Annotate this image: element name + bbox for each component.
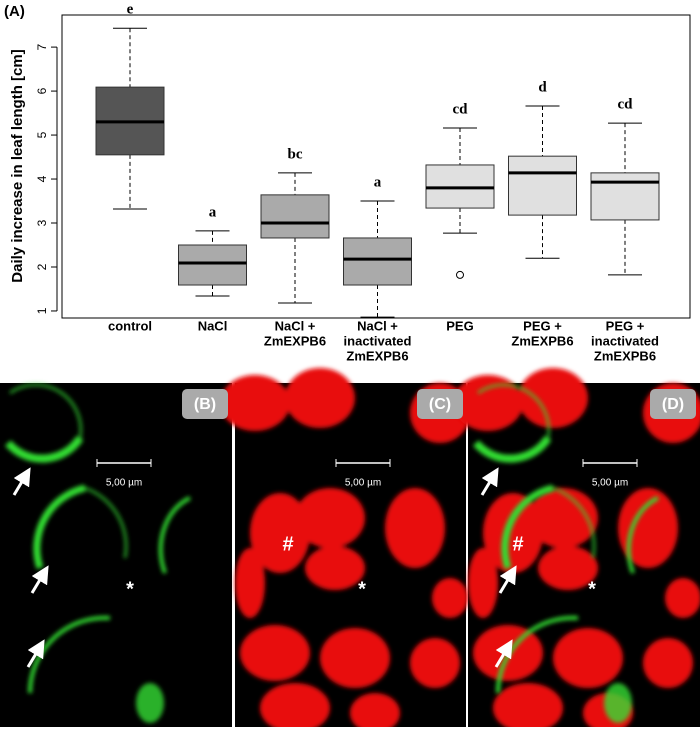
box [590,172,660,221]
panel-label-box [417,389,463,419]
y-tick-label: 6 [35,87,49,94]
y-tick-label: 7 [35,43,49,50]
x-tick-label: inactivated [591,333,659,348]
panel-label-box [650,389,696,419]
scale-bar-label: 5,00 µm [592,478,628,489]
panel-b [0,383,232,727]
y-tick-label: 5 [35,131,49,138]
box [508,155,577,216]
x-tick-label: inactivated [344,333,412,348]
scale-bar-label: 5,00 µm [345,478,381,489]
x-tick-label: control [108,318,152,333]
box [178,244,247,286]
x-tick-label: ZmEXPB6 [594,348,656,363]
panel-label: (B) [194,396,216,413]
microscopy [0,368,700,727]
group-label: bc [288,146,303,162]
cell-mark: * [588,578,596,600]
panel-annotations: (D) 5,00 µm # * [512,389,696,600]
x-tick-label: PEG + [606,318,645,333]
scale-bar-label: 5,00 µm [106,478,142,489]
y-tick-label: 2 [35,263,49,270]
group-label: cd [453,101,469,117]
cell-mark: * [126,578,134,600]
group-label: a [374,174,382,190]
cell-mark: * [358,578,366,600]
x-tick-label: NaCl + [275,318,316,333]
plot-frame [61,14,691,319]
y-tick-label: 4 [35,175,49,182]
x-tick-label: ZmEXPB6 [346,348,408,363]
x-tick-label: PEG + [523,318,562,333]
group-label: d [538,79,547,95]
panel-d [453,368,700,727]
panel-annotations: (B) 5,00 µm * [96,389,228,600]
x-tick-label: ZmEXPB6 [264,333,326,348]
cell-mark: # [512,533,523,555]
panel-label: (C) [429,396,451,413]
outlier [456,270,464,279]
box [343,237,412,286]
box [260,194,330,239]
panel-c [220,368,470,727]
panel-annotations: (C) 5,00 µm # * [282,389,463,600]
x-tick-label: ZmEXPB6 [511,333,573,348]
panel-label: (A) [4,3,25,20]
x-tick-label: NaCl [198,318,228,333]
panel-label-box [182,389,228,419]
y-tick-label: 1 [35,307,49,314]
y-tick-label: 3 [35,219,49,226]
x-tick-label: PEG [446,318,473,333]
cell-mark: # [282,533,293,555]
group-label: a [209,204,217,220]
panel-label: (D) [662,396,684,413]
y-axis-label: Daily increase in leaf length [cm] [9,49,26,282]
group-label: e [127,2,134,18]
group-label: cd [618,97,634,113]
x-tick-label: NaCl + [357,318,398,333]
